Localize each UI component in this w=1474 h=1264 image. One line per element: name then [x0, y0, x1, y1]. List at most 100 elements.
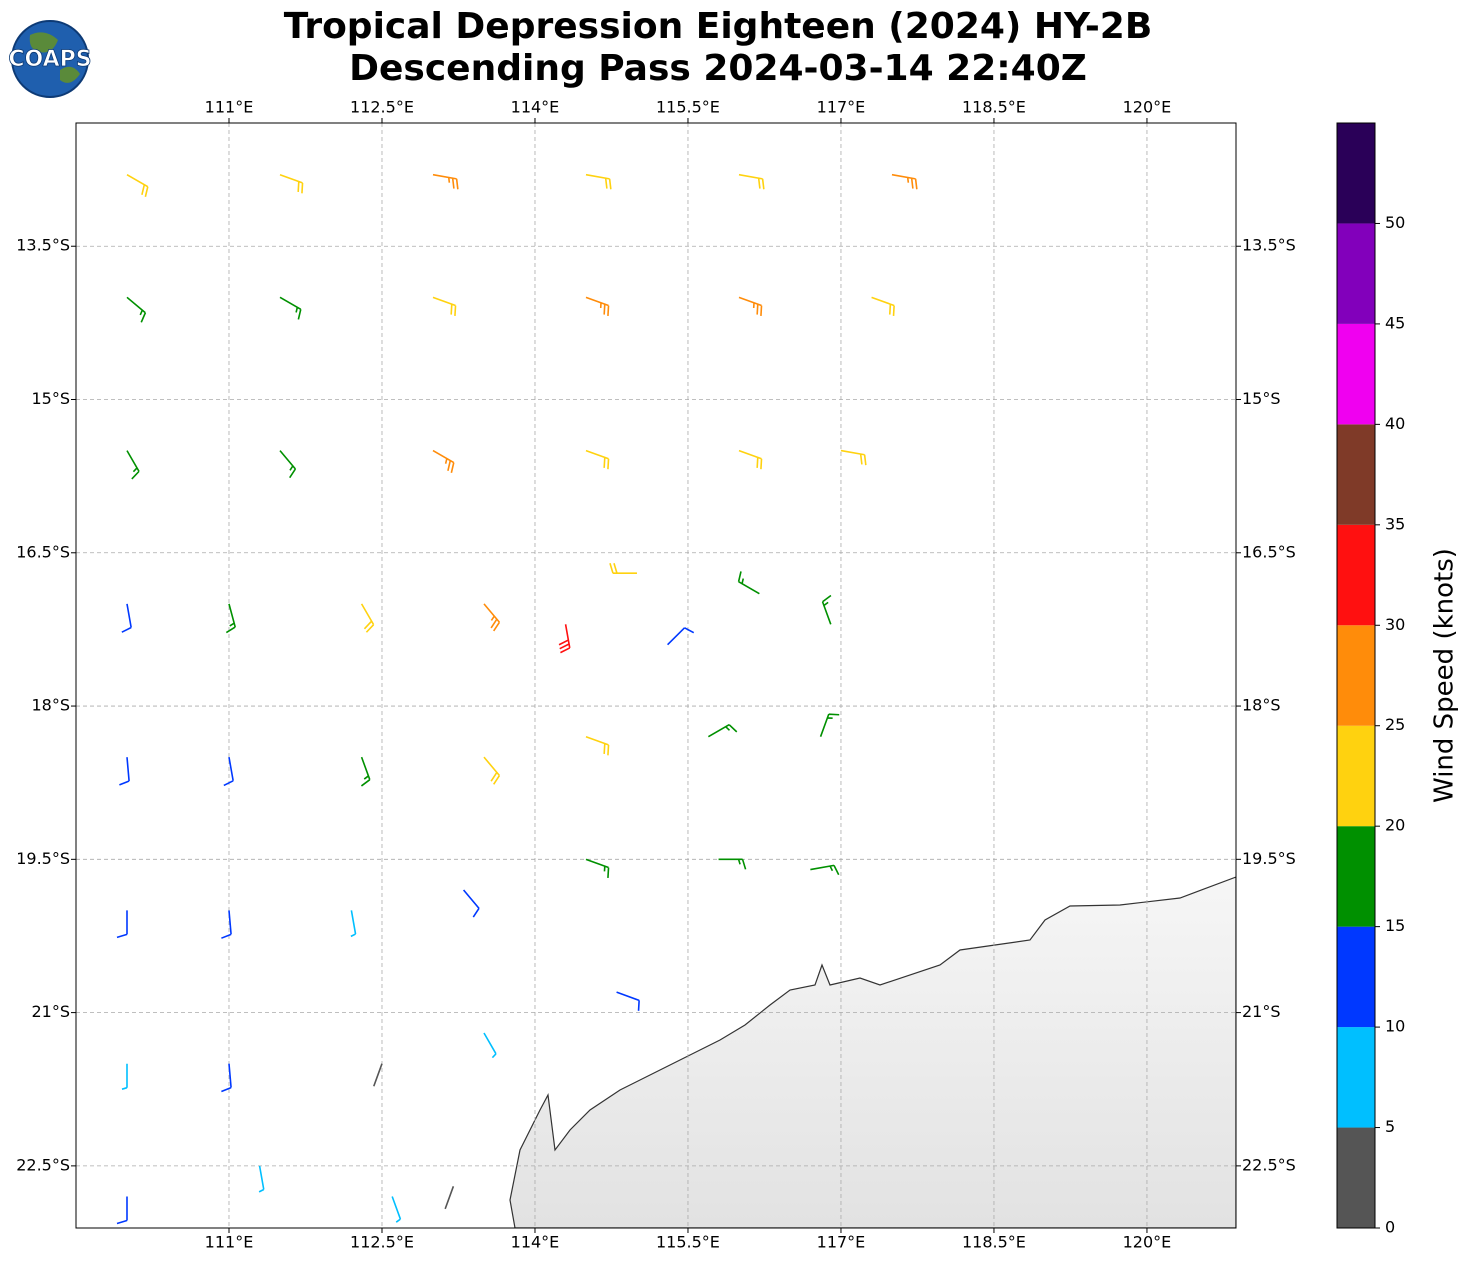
y-tick-label: 13.5°S — [1242, 236, 1296, 255]
y-tick-label: 22.5°S — [16, 1155, 70, 1174]
x-tick-label: 115.5°E — [656, 1233, 720, 1252]
wind-barb — [483, 756, 501, 785]
wind-barb — [360, 603, 375, 633]
wind-barb — [891, 173, 918, 190]
wind-barb — [258, 1165, 265, 1193]
wind-barb — [616, 991, 640, 1011]
wind-barb — [840, 449, 867, 466]
y-tick-label: 18°S — [31, 696, 70, 715]
wind-barb — [737, 571, 760, 595]
colorbar-bin — [1337, 826, 1375, 927]
x-tick-label: 114°E — [511, 98, 560, 117]
wind-barb — [221, 1063, 232, 1093]
colorbar-tick-label: 50 — [1385, 213, 1405, 232]
colorbar-tick-label: 25 — [1385, 715, 1405, 734]
x-tick-label: 115.5°E — [656, 98, 720, 117]
wind-barb — [116, 1196, 128, 1225]
wind-barb — [810, 864, 840, 876]
wind-barb — [432, 449, 455, 473]
wind-barb — [373, 1063, 383, 1087]
wind-barb — [223, 757, 234, 787]
y-tick-label: 16.5°S — [1242, 542, 1296, 561]
x-tick-label: 120°E — [1123, 1233, 1172, 1252]
colorbar-tick-label: 35 — [1385, 514, 1405, 533]
x-tick-label: 118.5°E — [962, 1233, 1026, 1252]
y-tick-label: 22.5°S — [1242, 1155, 1296, 1174]
wind-barb — [738, 449, 763, 470]
x-tick-label: 118.5°E — [962, 98, 1026, 117]
wind-barb — [871, 296, 895, 317]
wind-barb — [585, 296, 610, 317]
wind-barb — [391, 1196, 402, 1223]
colorbar: 0 5 10 15 20 25 30 35 40 45 50 Wind Speed (knots) — [1336, 122, 1460, 1237]
y-tick-label: 13.5°S — [16, 236, 70, 255]
colorbar-tick-label: 20 — [1385, 816, 1405, 835]
wind-barb — [718, 858, 747, 870]
wind-barb — [279, 450, 297, 479]
colorbar-tick-label: 15 — [1385, 916, 1405, 935]
y-tick-label: 15°S — [1242, 389, 1281, 408]
wind-barb — [126, 296, 147, 323]
barbs — [116, 173, 918, 1225]
wind-barb — [279, 296, 302, 320]
wind-barb — [609, 562, 637, 575]
x-tick-label: 120°E — [1123, 98, 1172, 117]
grid: 111°E 111°E 112.5°E 112.5°E 114°E 114°E 115.5°… — [16, 98, 1296, 1252]
wind-barb — [707, 724, 738, 738]
colorbar-tick-label: 45 — [1385, 313, 1405, 332]
wind-barb — [126, 450, 140, 480]
x-tick-label: 112.5°E — [350, 98, 414, 117]
x-tick-label: 111°E — [205, 1233, 254, 1252]
wind-barb — [121, 1063, 128, 1090]
y-tick-label: 19.5°S — [1242, 849, 1296, 868]
colorbar-bin — [1337, 524, 1375, 626]
colorbar-tick-label: 5 — [1385, 1117, 1395, 1136]
plot-frame — [75, 122, 1237, 1229]
wind-barb — [558, 624, 571, 654]
colorbar-bin — [1337, 725, 1375, 827]
wind-barb — [221, 910, 232, 939]
wind-barb — [462, 889, 480, 918]
wind-barb — [432, 173, 459, 190]
x-tick-label: 111°E — [205, 98, 254, 117]
wind-barb — [819, 713, 840, 737]
coastline — [509, 876, 1236, 1228]
logo-text: COAPS — [8, 47, 91, 72]
logo: COAPS — [8, 20, 92, 98]
colorbar-tick-label: 40 — [1385, 414, 1405, 433]
colorbar-tick-label: 10 — [1385, 1017, 1405, 1036]
wind-barb — [119, 757, 130, 786]
colorbar-tick-label: 30 — [1385, 615, 1405, 634]
wind-barb — [350, 910, 357, 938]
wind-barb — [360, 756, 371, 787]
wind-barb — [126, 174, 149, 198]
wind-barb — [116, 910, 128, 939]
wind-barb — [821, 594, 832, 625]
wind-barb — [483, 603, 501, 632]
x-tick-label: 114°E — [511, 1233, 560, 1252]
x-tick-label: 117°E — [817, 98, 866, 117]
colorbar-bin — [1337, 926, 1375, 1028]
colorbar-bin — [1337, 1027, 1375, 1128]
colorbar-bin — [1337, 223, 1375, 324]
wind-barb — [432, 296, 457, 317]
wind-barb — [483, 1032, 497, 1059]
chart-title: Tropical Depression Eighteen (2024) HY-2… — [284, 6, 1153, 47]
y-tick-label: 15°S — [31, 389, 70, 408]
wind-barb — [279, 173, 304, 194]
colorbar-bin — [1337, 1127, 1375, 1228]
wind-barb — [121, 603, 132, 633]
colorbar-bin — [1337, 625, 1375, 726]
wind-barb — [585, 858, 610, 879]
x-tick-label: 117°E — [817, 1233, 866, 1252]
colorbar-bin — [1337, 123, 1375, 224]
colorbar-bin — [1337, 323, 1375, 425]
wind-barb — [225, 603, 236, 634]
y-tick-label: 19.5°S — [16, 849, 70, 868]
colorbar-frame — [1336, 122, 1376, 1229]
x-tick-label: 112.5°E — [350, 1233, 414, 1252]
colorbar-tick-label: 0 — [1385, 1218, 1395, 1237]
wind-barb — [738, 296, 763, 317]
wind-barb — [667, 627, 695, 646]
